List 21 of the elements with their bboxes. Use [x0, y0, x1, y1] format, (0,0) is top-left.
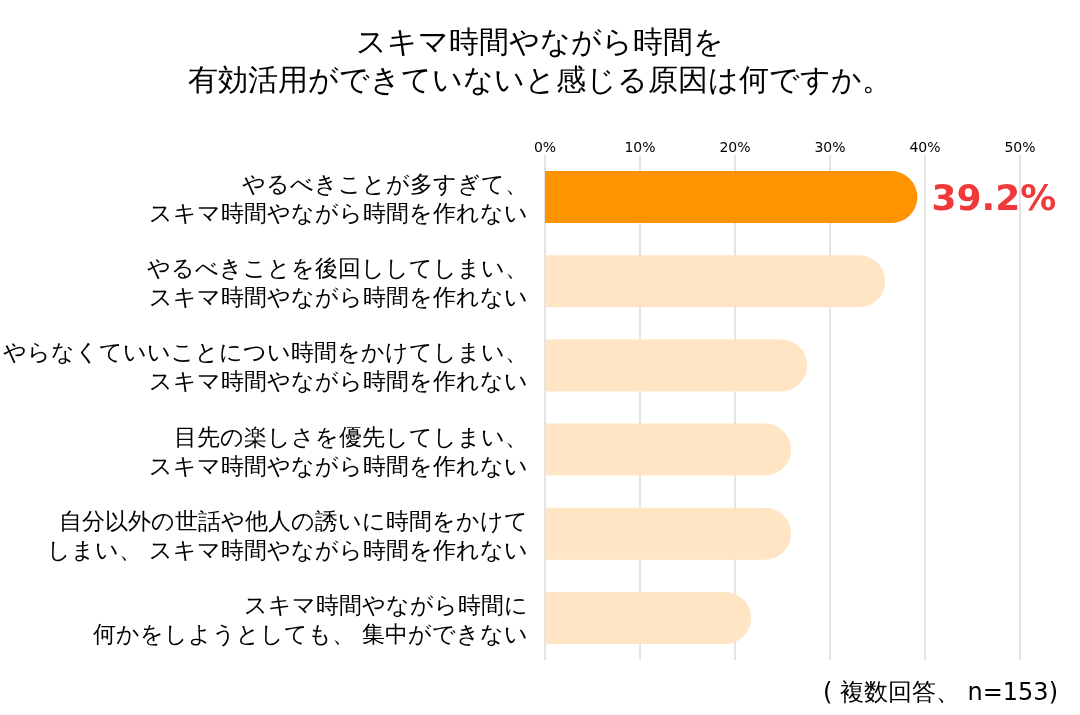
- bar: [545, 339, 808, 392]
- x-tick-label: 0%: [533, 139, 557, 155]
- bar: [545, 255, 886, 308]
- y-tick-label: やるべきことが多すぎて、スキマ時間やながら時間を作れない: [149, 171, 528, 227]
- bar: [545, 591, 752, 644]
- x-tick-label: 10%: [624, 139, 656, 155]
- y-tick-label: スキマ時間やながら時間に何かをしようとしても、 集中ができない: [92, 591, 528, 647]
- data-label: 39.2%: [931, 177, 1057, 219]
- y-tick-label: やらなくていいことについ時間をかけてしまい、スキマ時間やながら時間を作れない: [3, 339, 528, 395]
- y-tick-label: 目先の楽しさを優先してしまい、スキマ時間やながら時間を作れない: [149, 423, 528, 479]
- x-tick-label: 40%: [909, 139, 941, 155]
- chart-title: スキマ時間やながら時間を有効活用ができていないと感じる原因は何ですか。: [188, 24, 892, 97]
- y-tick-label: 自分以外の世話や他人の誘いに時間をかけてしまい、 スキマ時間やながら時間を作れない: [46, 507, 528, 563]
- bar: [545, 423, 791, 476]
- text: ( 複数回答、 n=153): [822, 678, 1058, 706]
- y-tick-label: やるべきことを後回ししてしまい、スキマ時間やながら時間を作れない: [147, 255, 528, 311]
- bar: [545, 171, 918, 224]
- x-tick-label: 20%: [719, 139, 751, 155]
- x-tick-label: 50%: [1004, 139, 1036, 155]
- x-tick-label: 30%: [814, 139, 846, 155]
- bar: [545, 507, 791, 560]
